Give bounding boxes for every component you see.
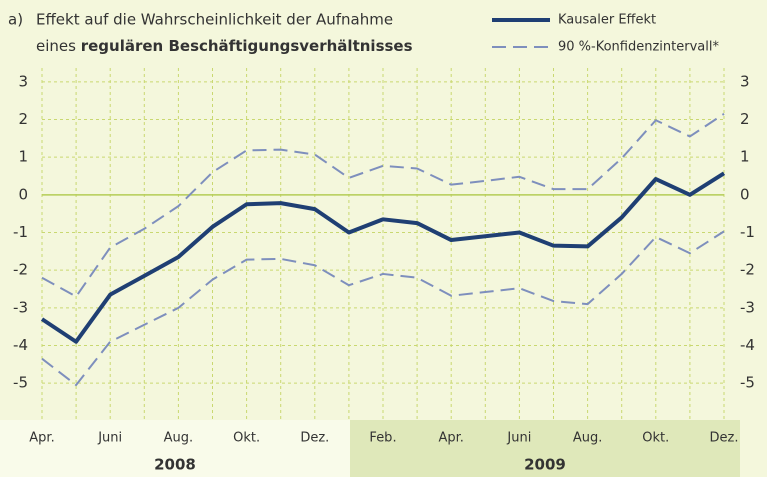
y-tick-label: 0 [740,185,750,203]
x-tick-label: Feb. [369,431,396,446]
x-tick-label: Aug. [164,431,194,446]
x-tick-label: Aug. [573,431,603,446]
year-label: 2009 [524,456,566,474]
y-tick-label: -3 [13,298,28,316]
y-tick-label: -4 [13,336,28,354]
y-tick-label: 3 [740,72,750,90]
x-tick-label: Apr. [438,431,463,446]
year-label: 2008 [154,456,196,474]
y-tick-label: -3 [740,298,755,316]
x-tick-label: Okt. [233,431,260,446]
legend-label: Kausaler Effekt [558,13,656,28]
year-band [350,420,740,477]
y-tick-label: -2 [740,261,755,279]
chart-title: Effekt auf die Wahrscheinlichkeit der Au… [36,11,393,29]
x-tick-label: Juni [506,431,531,446]
legend-label: 90 %-Konfidenzintervall* [558,40,719,55]
x-tick-label: Dez. [710,431,739,446]
y-tick-label: 1 [740,148,750,166]
y-tick-label: -2 [13,261,28,279]
series-line [40,171,726,344]
y-tick-label: 2 [18,110,28,128]
y-tick-label: 2 [740,110,750,128]
y-tick-label: 0 [18,185,28,203]
x-tick-label: Juni [97,431,122,446]
y-tick-label: -4 [740,336,755,354]
year-band [0,420,350,477]
title-prefix: a) [8,11,23,29]
x-tick-label: Apr. [29,431,54,446]
y-tick-label: 1 [18,148,28,166]
series-line [41,113,725,298]
x-tick-label: Okt. [642,431,669,446]
y-tick-label: -1 [13,223,28,241]
chart-title: eines regulären Beschäftigungsverhältnis… [36,37,413,55]
y-tick-label: 3 [18,72,28,90]
x-tick-label: Dez. [300,431,329,446]
y-tick-label: -5 [740,374,755,392]
series-line [41,230,725,387]
y-tick-label: -1 [740,223,755,241]
y-tick-label: -5 [13,374,28,392]
